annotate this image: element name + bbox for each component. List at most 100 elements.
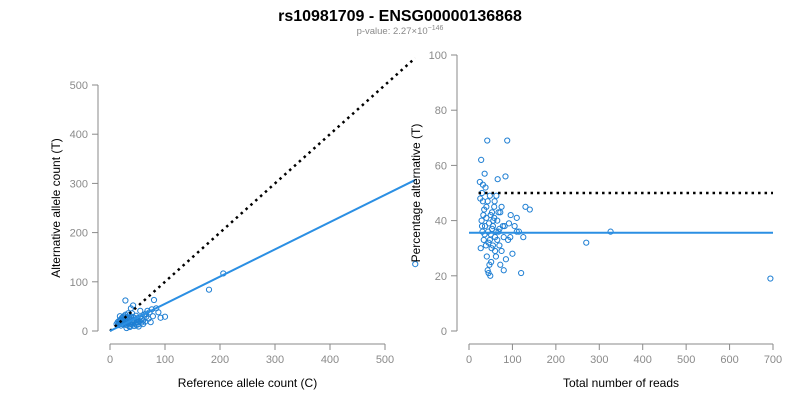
data-point: [490, 217, 497, 224]
figure-title: rs10981709 - ENSG00000136868: [278, 8, 522, 25]
data-point: [488, 209, 496, 216]
pvalue-mantissa: p-value: 2.27: [357, 26, 412, 37]
x-tick-label: 500: [376, 354, 394, 366]
data-point: [161, 313, 169, 320]
data-point: [150, 296, 158, 304]
data-point: [116, 313, 124, 320]
data-point: [518, 269, 525, 277]
x-tick-label: 600: [720, 354, 738, 366]
x-tick-label: 100: [156, 354, 174, 366]
y-tick-label: 400: [70, 129, 88, 141]
data-point: [507, 211, 514, 219]
data-point: [501, 223, 508, 230]
y-tick-label: 300: [70, 178, 88, 190]
scatter-plot-percentage-alternative: 0 20 40 60 80 100 0 100 200 300 400 500 600 700 Total …: [409, 50, 782, 390]
y-axis-label: Percentage alternative (T): [409, 124, 423, 263]
data-point: [485, 239, 492, 246]
data-point: [486, 192, 493, 199]
data-point: [491, 198, 498, 205]
x-tick-label: 300: [590, 354, 608, 366]
data-point: [483, 203, 490, 210]
data-point: [513, 228, 520, 235]
data-point: [480, 211, 487, 219]
data-points: [476, 137, 774, 282]
data-point: [147, 319, 154, 326]
data-point: [493, 228, 500, 235]
x-axis-label: Total number of reads: [563, 376, 679, 390]
x-tick-label: 300: [266, 354, 284, 366]
data-point: [149, 313, 156, 320]
data-point: [515, 228, 523, 235]
data-point: [493, 192, 500, 199]
y-tick-label: 0: [82, 326, 88, 338]
data-point: [495, 209, 502, 216]
data-point: [139, 321, 147, 328]
y-tick-label: 100: [429, 50, 447, 62]
pvalue-times: ×: [412, 26, 418, 37]
data-point: [495, 228, 502, 235]
data-point: [126, 323, 133, 331]
y-tick-label: 0: [441, 326, 447, 338]
data-point: [507, 234, 514, 241]
data-point: [492, 253, 500, 260]
data-point: [155, 309, 162, 316]
data-point: [488, 225, 496, 232]
y-tick-label: 100: [70, 277, 88, 289]
x-axis-label: Reference allele count (C): [178, 376, 317, 390]
data-point: [478, 217, 485, 224]
data-point: [478, 156, 485, 163]
data-point: [498, 203, 505, 210]
fit-line: [109, 179, 416, 332]
data-point: [484, 267, 491, 274]
x-tick-label: 400: [634, 354, 652, 366]
data-point: [491, 247, 499, 255]
data-point: [131, 322, 138, 330]
x-tick-label: 0: [466, 354, 472, 366]
x-tick-label: 400: [321, 354, 339, 366]
y-tick-label: 200: [70, 228, 88, 240]
data-point: [122, 297, 129, 304]
data-point: [483, 253, 490, 260]
y-tick-label: 500: [70, 80, 88, 92]
data-point: [502, 173, 509, 180]
data-point: [494, 236, 501, 244]
data-point: [767, 275, 774, 282]
data-point: [484, 198, 491, 205]
data-point: [509, 250, 516, 257]
data-point: [526, 206, 533, 213]
data-point: [137, 307, 144, 314]
data-point: [520, 234, 527, 241]
y-tick-label: 40: [435, 216, 447, 228]
data-point: [500, 267, 507, 274]
y-tick-label: 20: [435, 271, 447, 283]
data-point: [479, 181, 486, 188]
data-point: [505, 220, 513, 227]
data-points: [113, 260, 419, 332]
data-point: [488, 258, 495, 266]
data-point: [489, 242, 496, 249]
data-point: [497, 209, 504, 216]
data-point: [477, 245, 484, 252]
data-point: [491, 203, 498, 210]
data-point: [157, 314, 164, 321]
figure-subtitle: p-value: 2.27×10−146: [357, 25, 444, 37]
data-point: [479, 228, 486, 235]
data-point: [497, 261, 504, 268]
x-tick-label: 200: [547, 354, 565, 366]
data-point: [522, 203, 529, 210]
data-point: [511, 223, 518, 230]
reference-line: [109, 57, 417, 332]
data-point: [487, 272, 494, 279]
pvalue-base: 10: [417, 26, 428, 37]
data-point: [123, 324, 130, 332]
data-point: [481, 170, 488, 177]
data-point: [412, 260, 419, 268]
data-point: [502, 256, 510, 263]
data-point: [498, 247, 505, 255]
y-tick-label: 80: [435, 105, 447, 117]
data-point: [500, 234, 507, 241]
scatter-plot-allele-counts: 0 100 200 300 400 500 0 100 200 300 400 500 Referenc…: [49, 57, 419, 390]
data-point: [477, 195, 484, 202]
pvalue-exponent: −146: [428, 25, 444, 32]
